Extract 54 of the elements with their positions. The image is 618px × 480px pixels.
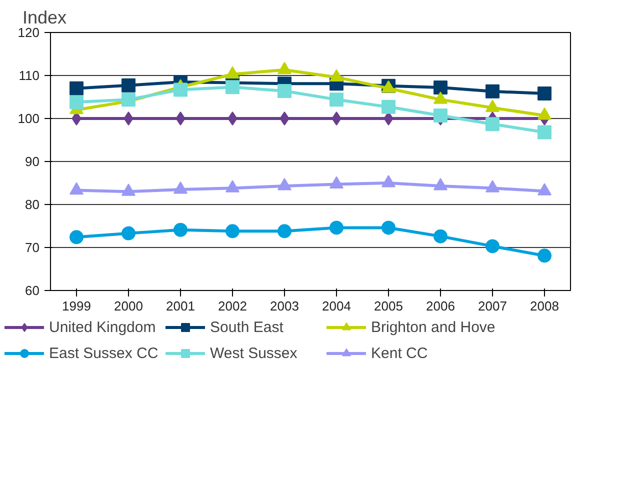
point (538, 125, 552, 140)
point (176, 112, 186, 126)
point (486, 117, 500, 132)
x-tick-label: 2003 (270, 298, 299, 314)
legend-label: Kent CC (371, 344, 429, 362)
point (122, 226, 136, 240)
point (382, 220, 396, 235)
point (434, 80, 448, 95)
legend-label: South East (210, 318, 284, 336)
y-tick-label: 80 (25, 197, 40, 212)
y-tick-label: 60 (25, 283, 40, 298)
y-tick-label: 110 (18, 68, 40, 83)
point (278, 224, 292, 238)
x-tick-label: 2007 (478, 298, 507, 314)
point (486, 84, 500, 98)
x-tick-label: 2001 (166, 298, 195, 314)
point (70, 95, 84, 110)
point (384, 112, 394, 126)
point (486, 239, 500, 254)
point (538, 248, 552, 263)
point (174, 82, 188, 97)
point (124, 112, 134, 126)
x-tick-label: 2005 (374, 298, 403, 314)
point (330, 92, 344, 107)
point (332, 112, 342, 126)
legend-label: Brighton and Hove (371, 318, 496, 336)
y-tick-label: 100 (18, 111, 40, 126)
point (226, 224, 240, 238)
x-tick-label: 1999 (62, 298, 91, 314)
point (228, 112, 238, 126)
x-tick-label: 2006 (426, 298, 455, 314)
x-tick-label: 2000 (114, 298, 143, 314)
point (538, 86, 552, 101)
y-tick-label: 90 (25, 154, 40, 169)
point (174, 222, 188, 237)
point (226, 80, 240, 94)
x-tick-label: 2008 (530, 298, 559, 314)
point (122, 78, 136, 92)
point (382, 100, 396, 114)
point (278, 84, 292, 98)
point (280, 112, 290, 126)
x-tick-label: 2004 (322, 298, 351, 314)
y-tick-label: 120 (18, 25, 40, 40)
point (434, 108, 448, 122)
legend-label: West Sussex (210, 344, 298, 362)
x-tick-label: 2002 (218, 298, 247, 314)
legend-label: United Kingdom (49, 318, 157, 336)
legend-label: East Sussex CC (49, 344, 159, 362)
point (70, 230, 84, 244)
point (434, 229, 448, 244)
y-tick-label: 70 (25, 240, 40, 255)
point (70, 81, 84, 96)
point (330, 220, 344, 235)
y-axis-title: Index (22, 8, 67, 28)
